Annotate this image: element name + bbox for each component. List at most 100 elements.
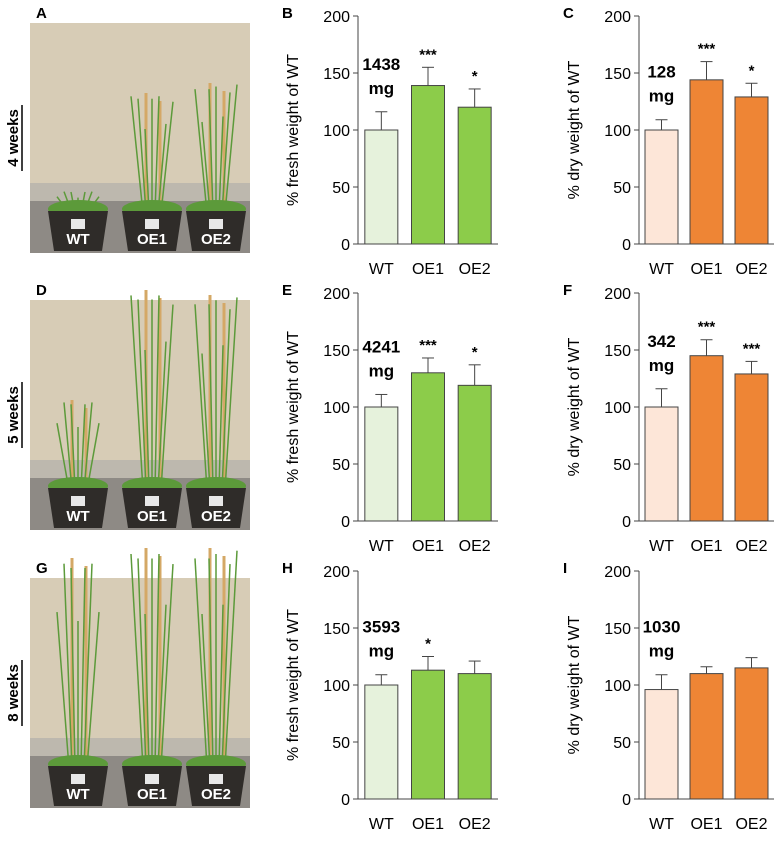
plant-photo-a: WT OE1 OE2 xyxy=(30,23,250,253)
panel-letter: F xyxy=(563,282,572,299)
x-tick-label: WT xyxy=(649,538,674,555)
panel-letter: E xyxy=(282,282,292,299)
wt-mass-value: 3593 xyxy=(362,618,400,637)
wt-mass-value: 342 xyxy=(647,332,675,351)
bar-chart-h: H 0 50 100 150 200 % fresh weight of WT WT OE1 * O… xyxy=(282,560,498,833)
panel-letter: A xyxy=(36,5,47,22)
plant-stem xyxy=(208,304,214,491)
pot-label: WT xyxy=(66,231,89,248)
pot-label: WT xyxy=(66,786,89,803)
pot xyxy=(48,766,108,806)
week-label: 8 weeks xyxy=(5,664,22,722)
plant-stem xyxy=(157,604,167,769)
bar-oe2 xyxy=(457,673,492,800)
panel-letter: B xyxy=(282,5,293,22)
y-tick-label: 100 xyxy=(323,123,350,140)
pot-label: OE1 xyxy=(137,508,167,525)
x-tick-label: WT xyxy=(649,261,674,278)
panel-letter: G xyxy=(36,560,48,577)
plant-stem xyxy=(224,550,238,769)
plant-stem xyxy=(83,402,93,491)
x-tick-label: OE1 xyxy=(690,816,722,833)
y-tick-label: 200 xyxy=(604,286,631,303)
pot-tag xyxy=(209,496,223,506)
x-tick-label: OE2 xyxy=(459,816,491,833)
x-tick-label: OE2 xyxy=(735,816,767,833)
x-tick-label: OE1 xyxy=(412,816,444,833)
y-tick-label: 150 xyxy=(323,343,350,360)
y-axis-label: % dry weight of WT xyxy=(566,615,583,754)
plant-stem xyxy=(160,101,174,214)
significance-marker: *** xyxy=(419,337,437,354)
pot xyxy=(122,211,182,251)
y-tick-label: 100 xyxy=(323,678,350,695)
bar-oe1 xyxy=(411,85,445,245)
plant-stem xyxy=(224,84,238,214)
wt-mass-unit: mg xyxy=(369,79,395,98)
pot xyxy=(48,211,108,251)
panel-letter: H xyxy=(282,560,293,577)
pot-label: OE2 xyxy=(201,231,231,248)
y-tick-label: 100 xyxy=(604,123,631,140)
pot-tag xyxy=(209,219,223,229)
significance-marker: *** xyxy=(419,46,437,63)
pot-tag xyxy=(145,219,159,229)
y-tick-label: 100 xyxy=(323,400,350,417)
plant-stem xyxy=(224,297,238,491)
plant-stem xyxy=(218,116,224,214)
plant-stem xyxy=(83,563,93,769)
plant-stem xyxy=(201,353,211,491)
x-tick-label: OE1 xyxy=(412,538,444,555)
plant-stem xyxy=(221,309,231,491)
plant-stem xyxy=(154,295,160,491)
bar-wt xyxy=(644,689,679,800)
bench xyxy=(30,460,250,478)
x-tick-label: WT xyxy=(369,816,394,833)
x-tick-label: OE1 xyxy=(412,261,444,278)
plant-stem xyxy=(130,96,144,214)
wt-mass-unit: mg xyxy=(369,361,395,380)
plant-stem xyxy=(194,558,208,769)
plant-stem xyxy=(218,604,224,769)
x-tick-label: WT xyxy=(649,816,674,833)
significance-marker: *** xyxy=(698,319,716,336)
bench xyxy=(30,183,250,201)
bar-oe2 xyxy=(457,384,492,522)
pot-label: OE1 xyxy=(137,231,167,248)
panel-letter: D xyxy=(36,282,47,299)
plant-stem xyxy=(137,98,147,214)
y-tick-label: 50 xyxy=(613,735,631,752)
y-tick-label: 0 xyxy=(341,792,350,809)
pot-tag xyxy=(71,774,85,784)
plant-stem xyxy=(154,96,160,214)
bar-oe2 xyxy=(734,667,769,800)
y-tick-label: 200 xyxy=(323,9,350,26)
bar-oe1 xyxy=(689,673,724,800)
significance-marker: *** xyxy=(698,41,716,58)
plant-stem xyxy=(201,121,211,214)
y-tick-label: 200 xyxy=(604,9,631,26)
y-tick-label: 50 xyxy=(332,457,350,474)
y-tick-label: 0 xyxy=(341,514,350,531)
bench xyxy=(30,738,250,756)
bar-oe1 xyxy=(689,355,724,522)
pot-tag xyxy=(209,774,223,784)
y-tick-label: 200 xyxy=(323,286,350,303)
plant-stem xyxy=(208,89,214,214)
bar-oe1 xyxy=(411,372,445,522)
y-tick-label: 150 xyxy=(604,343,631,360)
bar-oe2 xyxy=(734,373,769,522)
pot-label: OE2 xyxy=(201,786,231,803)
y-tick-label: 50 xyxy=(613,180,631,197)
bar-chart-f: F 0 50 100 150 200 % dry weight of WT WT OE1 *** O… xyxy=(563,282,774,555)
wt-mass-value: 4241 xyxy=(362,337,400,356)
significance-marker: * xyxy=(425,636,431,653)
panel-letter: I xyxy=(563,560,567,577)
bar-wt xyxy=(644,129,679,245)
plant-stem xyxy=(194,304,208,491)
y-tick-label: 100 xyxy=(604,400,631,417)
y-tick-label: 150 xyxy=(323,66,350,83)
wt-mass-value: 1030 xyxy=(643,618,681,637)
significance-marker: *** xyxy=(743,340,761,357)
